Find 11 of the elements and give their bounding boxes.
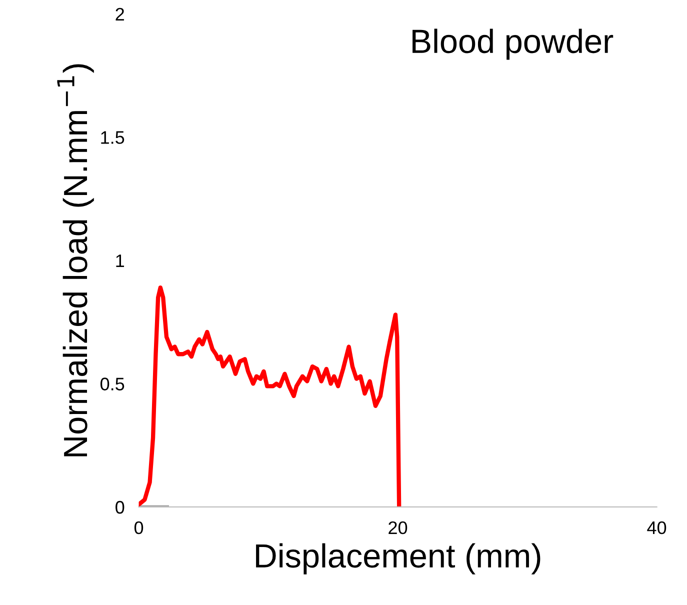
x-tick-label: 40 <box>647 521 666 534</box>
y-axis-title: Normalized load (N.mm$^{−1}$) <box>57 64 94 456</box>
y-tick-label: 2 <box>116 8 124 20</box>
y-tick-label: 0 <box>116 500 124 514</box>
y-tick-label: 1.5 <box>101 131 124 144</box>
x-tick-label: 0 <box>134 521 144 534</box>
x-axis-title: Displacement (mm) <box>256 543 540 574</box>
y-tick-label: 0.5 <box>100 378 124 390</box>
chart-title: Blood powder <box>412 28 614 60</box>
x-tick-label: 20 <box>388 521 408 534</box>
y-tick-label: 1 <box>116 254 124 267</box>
